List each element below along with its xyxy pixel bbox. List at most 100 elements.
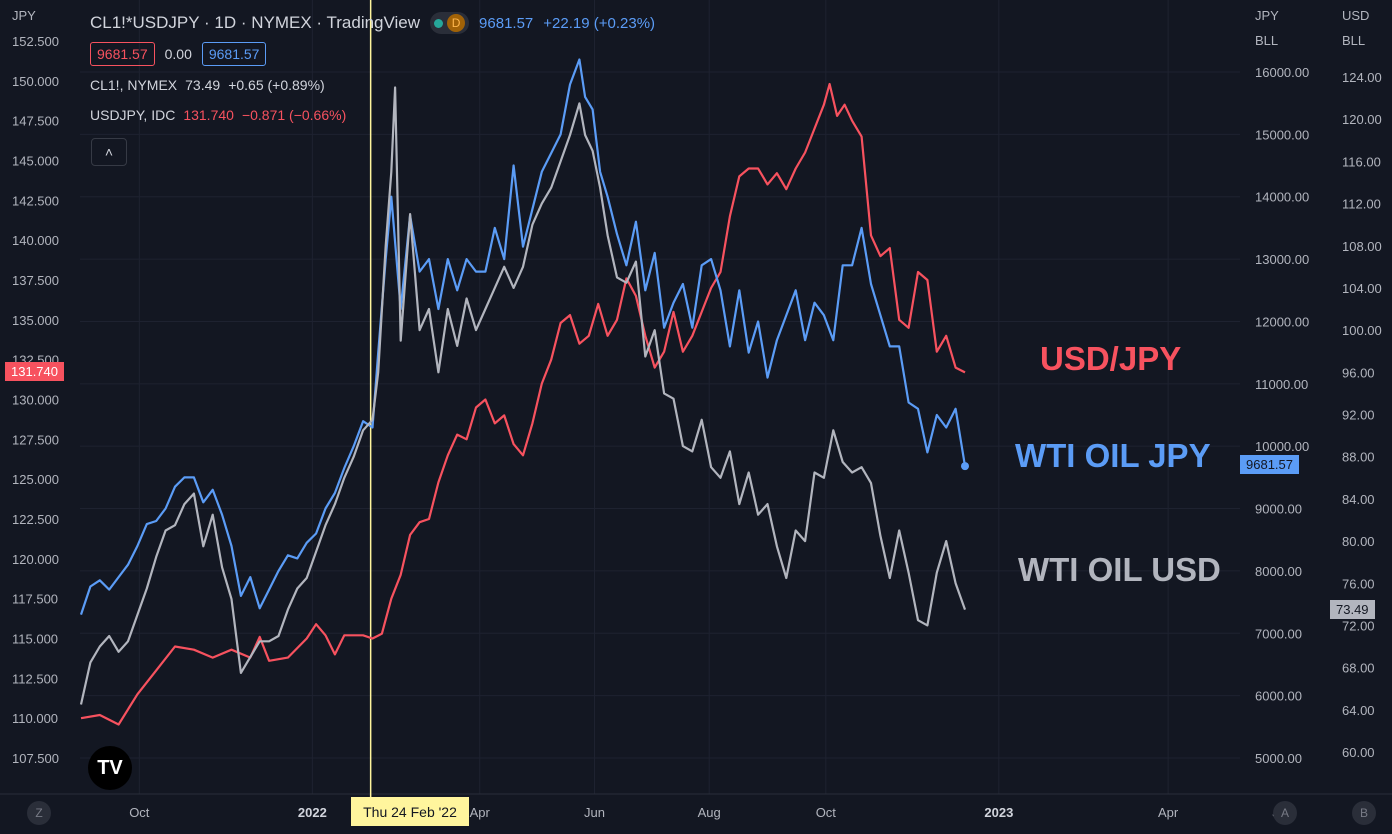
left-tick-0: 152.500 (12, 34, 59, 49)
status-badge[interactable]: D (430, 12, 470, 34)
usdjpy-symbol: USDJPY, IDC (90, 107, 176, 123)
x-tick-7: Apr (1158, 805, 1179, 820)
left-tick-3: 145.000 (12, 154, 59, 169)
mid-tick-6: 10000.00 (1255, 439, 1309, 454)
crosshair-date-label: Thu 24 Feb '22 (351, 797, 469, 826)
right-tick-11: 80.00 (1342, 534, 1375, 549)
left-axis-unit: JPY (12, 8, 36, 23)
right-tick-9: 88.00 (1342, 450, 1375, 465)
left-tick-1: 150.000 (12, 74, 59, 89)
usdjpy-change: −0.871 (−0.66%) (241, 107, 347, 123)
left-tick-2: 147.500 (12, 114, 59, 129)
left-tick-7: 135.000 (12, 313, 59, 328)
usdjpy-price-tag: 131.740 (5, 362, 64, 381)
series-line-usd-jpy (80, 82, 966, 726)
mid-tick-11: 5000.00 (1255, 751, 1302, 766)
mid-tick-3: 13000.00 (1255, 252, 1309, 267)
zoom-toggle-button[interactable]: Z (27, 801, 51, 825)
cl-change: +0.65 (+0.89%) (228, 77, 325, 93)
x-tick-4: Aug (698, 805, 721, 820)
left-tick-9: 130.000 (12, 393, 59, 408)
collapse-legend-button[interactable]: ˄ (91, 138, 127, 166)
main-price: 9681.57 (479, 14, 534, 32)
right-tick-2: 116.00 (1342, 154, 1381, 169)
left-price-axis: 152.500 150.000 147.500 145.000 142.500 140.0… (12, 34, 59, 766)
delay-badge: D (447, 14, 466, 32)
right-tick-16: 60.00 (1342, 745, 1375, 760)
log-scale-button[interactable]: B (1352, 801, 1376, 825)
usdjpy-price: 131.740 (183, 107, 234, 123)
cl-price: 73.49 (185, 77, 221, 93)
wti-usd-price-tag: 73.49 (1330, 600, 1375, 619)
ask-value: 9681.57 (201, 42, 267, 66)
wti-jpy-annotation[interactable]: WTI OIL JPY (1015, 437, 1211, 474)
left-tick-12: 122.500 (12, 512, 59, 527)
right-tick-14: 68.00 (1342, 661, 1375, 676)
tradingview-logo-icon[interactable]: TV (88, 746, 132, 790)
mid-tick-0: 16000.00 (1255, 65, 1309, 80)
x-tick-3: Jun (584, 805, 605, 820)
right-tick-4: 108.00 (1342, 239, 1382, 254)
left-tick-18: 107.500 (12, 751, 59, 766)
x-tick-5: Oct (816, 805, 837, 820)
mid-tick-2: 14000.00 (1255, 190, 1309, 205)
right-tick-15: 64.00 (1342, 703, 1375, 718)
right-price-axis: 124.00 120.00 116.00 112.00 108.00 104.00 100.… (1342, 70, 1382, 760)
spread-value: 0.00 (164, 46, 192, 62)
middle-price-axis: 16000.00 15000.00 14000.00 13000.00 12000.00… (1255, 65, 1309, 766)
left-tick-5: 140.000 (12, 233, 59, 248)
wti-usd-annotation[interactable]: WTI OIL USD (1018, 551, 1221, 588)
right-axis-unit: USD (1342, 8, 1369, 23)
cl-symbol-row[interactable]: CL1!, NYMEX 73.49 +0.65 (+0.89%) (90, 70, 655, 100)
right-tick-10: 84.00 (1342, 492, 1375, 507)
usdjpy-annotation[interactable]: USD/JPY (1040, 340, 1182, 377)
right-tick-1: 120.00 (1342, 112, 1382, 127)
x-tick-2: Apr (470, 805, 491, 820)
mid-tick-7: 9000.00 (1255, 502, 1302, 517)
left-tick-14: 117.500 (12, 592, 58, 607)
mid-axis-unit: JPY (1255, 8, 1279, 23)
auto-scale-button[interactable]: A (1273, 801, 1297, 825)
right-tick-13: 72.00 (1342, 618, 1375, 633)
mid-tick-9: 7000.00 (1255, 626, 1302, 641)
left-tick-4: 142.500 (12, 193, 59, 208)
usdjpy-symbol-row[interactable]: USDJPY, IDC 131.740 −0.871 (−0.66%) (90, 100, 655, 130)
right-tick-3: 112.00 (1342, 197, 1381, 212)
right-tick-5: 104.00 (1342, 281, 1382, 296)
right-axis-sub-unit: BLL (1342, 33, 1365, 48)
mid-tick-1: 15000.00 (1255, 127, 1309, 142)
mid-tick-5: 11000.00 (1255, 377, 1308, 392)
chart-legend: CL1!*USDJPY · 1D · NYMEX · TradingView D… (90, 8, 655, 130)
chart-title[interactable]: CL1!*USDJPY · 1D · NYMEX · TradingView (90, 13, 421, 32)
mid-axis-sub-unit: BLL (1255, 33, 1278, 48)
bid-value: 9681.57 (90, 42, 155, 66)
left-tick-15: 115.000 (12, 632, 58, 647)
grid-lines (0, 0, 1392, 795)
market-open-icon (434, 18, 444, 28)
x-tick-6: 2023 (984, 805, 1013, 820)
x-tick-1: 2022 (298, 805, 327, 820)
main-change: +22.19 (+0.23%) (543, 14, 656, 32)
right-tick-0: 124.00 (1342, 70, 1382, 85)
right-tick-8: 92.00 (1342, 408, 1375, 423)
left-tick-13: 120.000 (12, 552, 59, 567)
series-group (79, 58, 969, 726)
left-tick-17: 110.000 (12, 711, 58, 726)
mid-tick-8: 8000.00 (1255, 564, 1302, 579)
wti-jpy-price-tag: 9681.57 (1240, 455, 1299, 474)
chevron-up-icon: ˄ (104, 144, 114, 160)
left-tick-10: 127.500 (12, 432, 59, 447)
cl-symbol: CL1!, NYMEX (90, 77, 178, 93)
wti-jpy-last-point (961, 462, 969, 471)
ohlc-row: 9681.57 0.00 9681.57 (90, 38, 655, 70)
main-symbol-row: CL1!*USDJPY · 1D · NYMEX · TradingView D… (90, 8, 655, 38)
left-tick-6: 137.500 (12, 273, 59, 288)
left-tick-11: 125.000 (12, 472, 59, 487)
mid-tick-10: 6000.00 (1255, 689, 1302, 704)
series-line-wti-oil-usd (79, 86, 967, 705)
right-tick-7: 96.00 (1342, 365, 1375, 380)
left-tick-16: 112.500 (12, 671, 58, 686)
mid-tick-4: 12000.00 (1255, 314, 1309, 329)
time-axis: Oct2022AprJunAugOct2023AprJun (129, 805, 1293, 820)
